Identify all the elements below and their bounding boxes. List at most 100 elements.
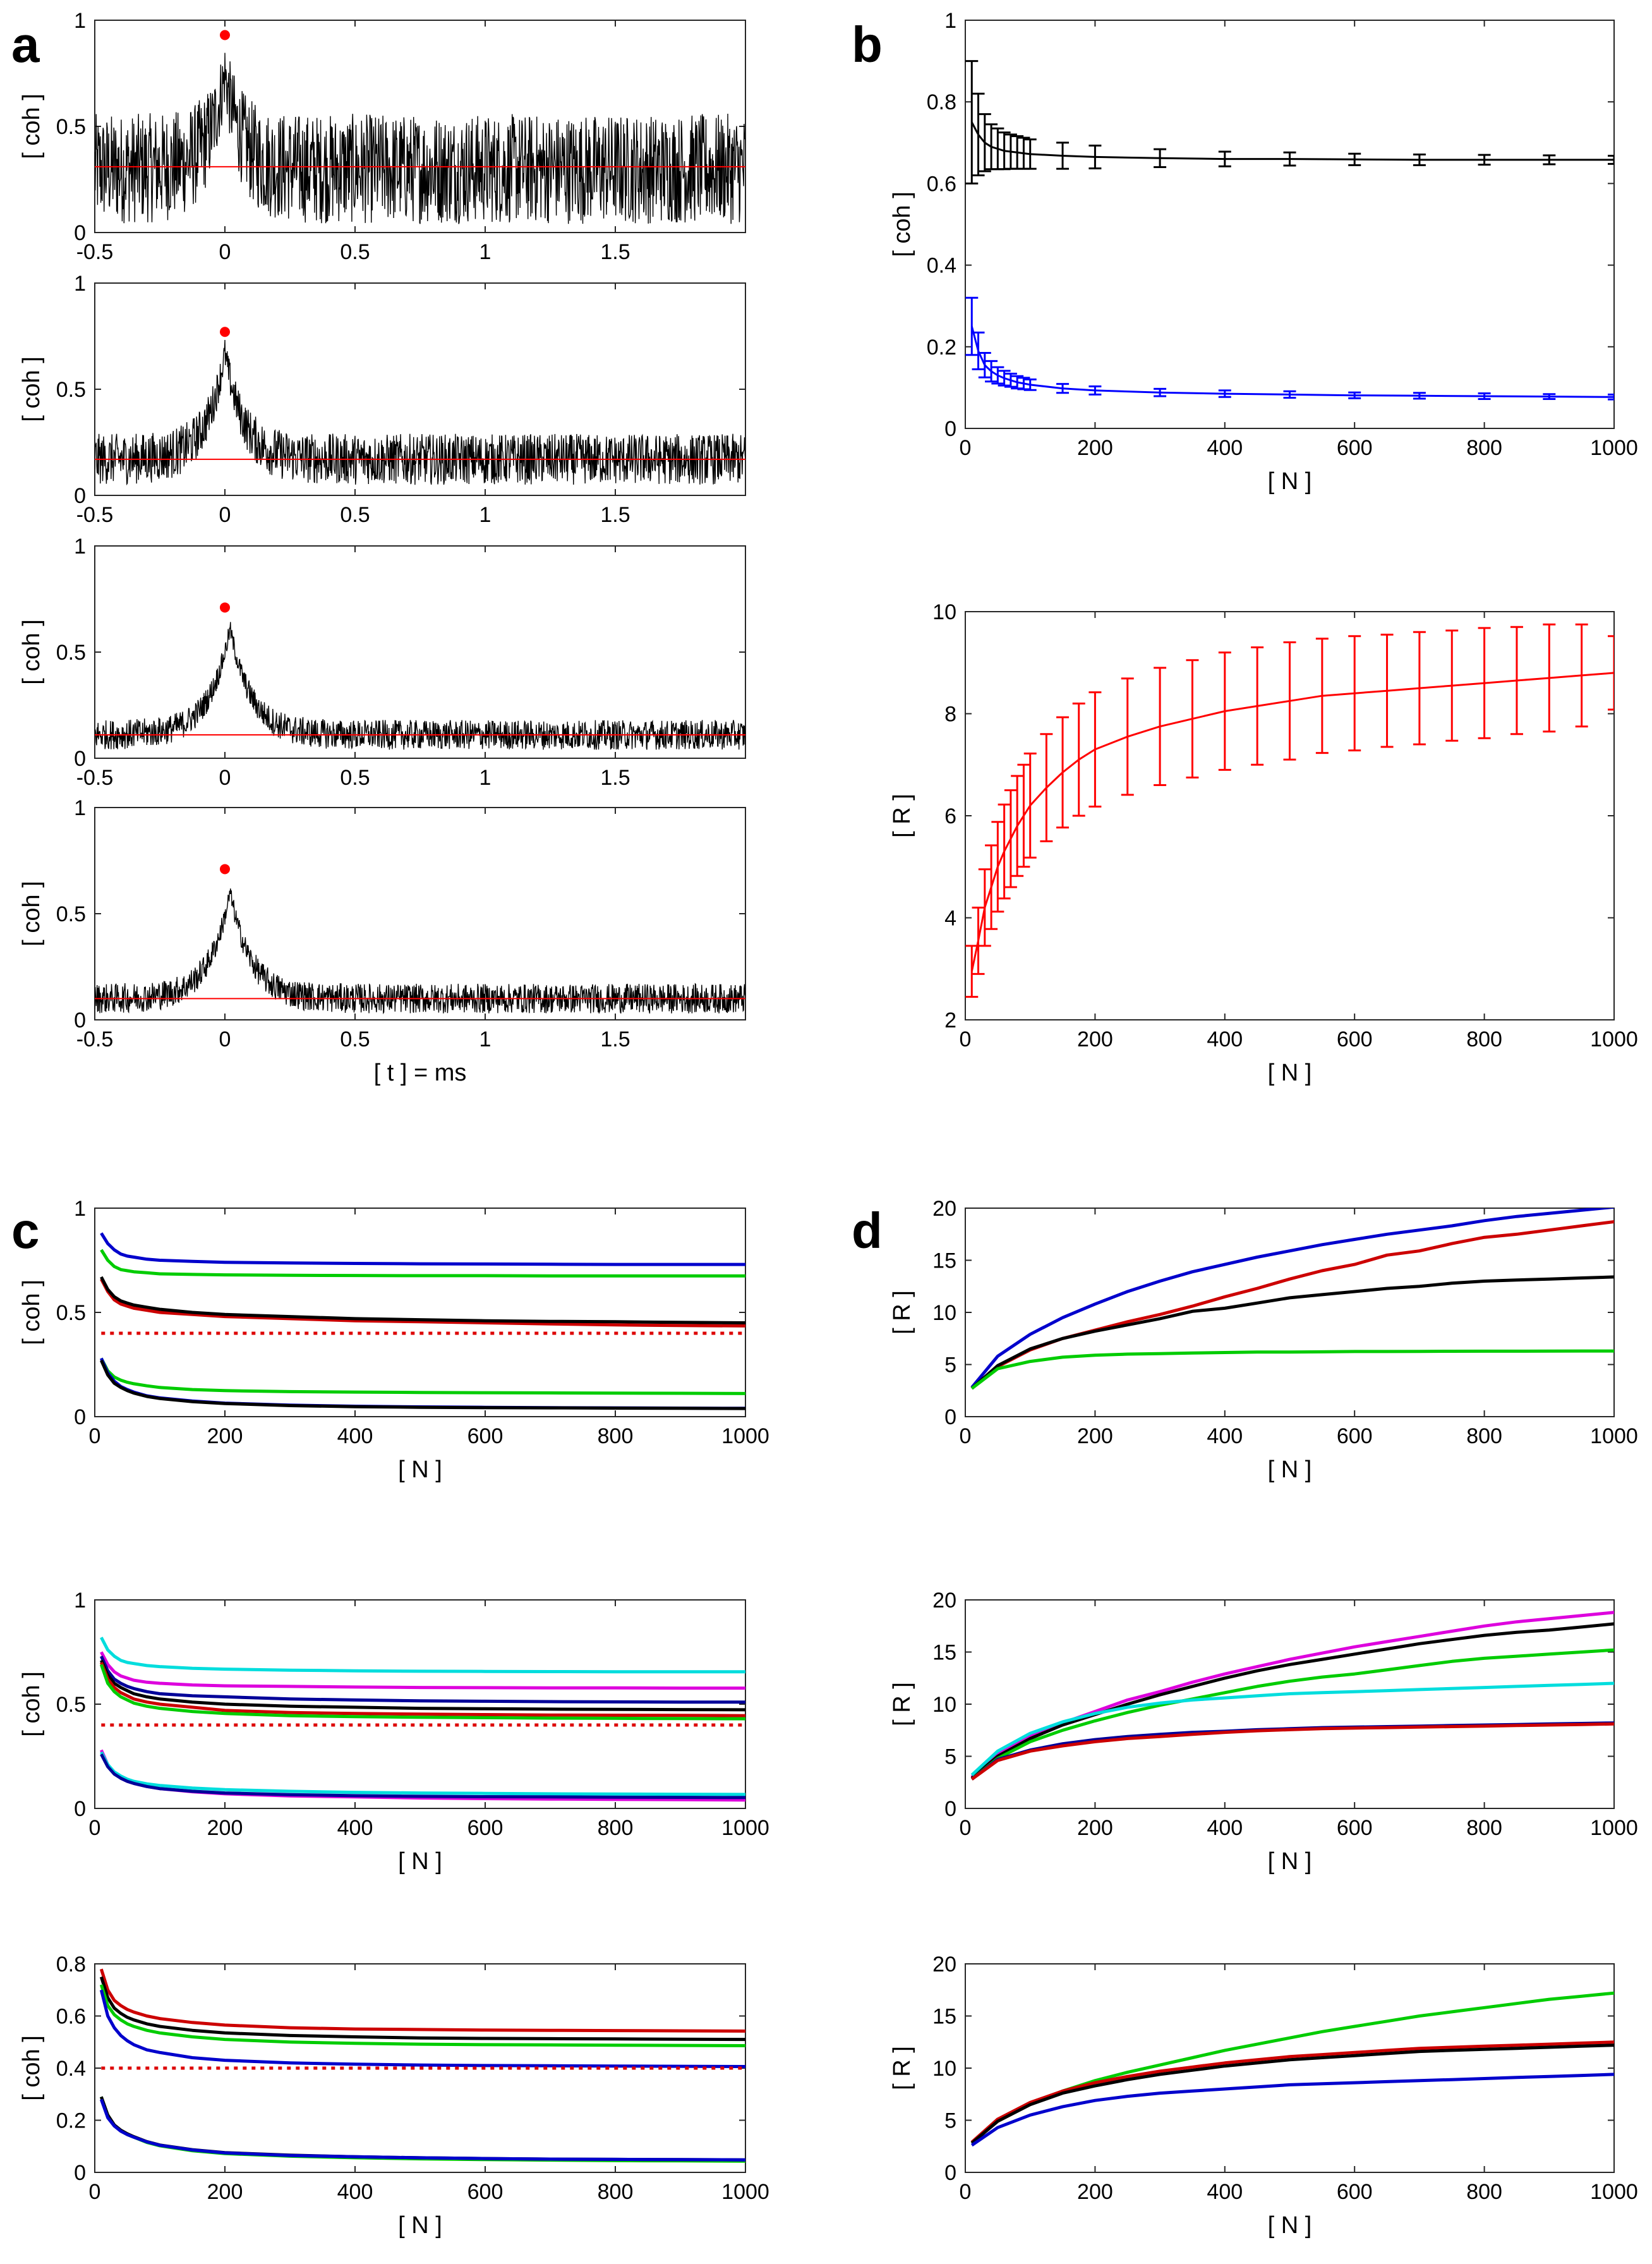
y-tick-label: 15 [932,2005,956,2029]
x-tick-label: 400 [337,1816,373,1840]
axes-frame [965,20,1615,429]
x-tick-label: 1.5 [600,240,630,264]
y-tick-label: 10 [932,1301,956,1325]
x-tick-label: 400 [1207,1027,1243,1051]
x-tick-label: 0 [960,436,972,460]
series-blue-signal [99,1989,745,2068]
x-tick-label: 200 [207,1424,243,1448]
plot-area [970,1208,1614,1390]
panel-label-a: a [11,16,40,73]
x-tick-label: 200 [207,2180,243,2204]
x-tick-label: 1000 [721,1816,769,1840]
x-tick-label: 1000 [1590,1816,1638,1840]
x-tick-label: 600 [467,1816,503,1840]
chart-d3: 0 200 400 600 800 1000 0 5 10 15 20 [ N ] [ R ] [889,1952,1638,2239]
plot-area [99,1968,745,2163]
x-tick-label: 200 [1077,1816,1113,1840]
plot-area [970,1991,1614,2147]
y-tick-label: 0 [74,1008,86,1032]
plot-area [95,339,745,486]
y-tick-label: 0.5 [56,378,86,402]
series-coherence-trace [95,888,745,1015]
y-tick-label: 1 [74,1197,86,1221]
series-signal [970,121,1614,161]
x-tick-label: -0.5 [76,240,114,264]
series-red-signal [99,1662,745,1717]
y-axis-label: [ R ] [889,2046,915,2090]
y-axis-label: [ R ] [889,1682,915,1726]
x-tick-label: 200 [1077,2180,1113,2204]
y-tick-label: 10 [932,1693,956,1717]
series-coherence-trace [95,622,745,750]
x-tick-label: 0 [219,766,231,790]
series-navy-signal [100,1656,745,1704]
x-axis-label: [ N ] [398,1456,442,1483]
plot-area [95,888,745,1015]
x-tick-label: 800 [1466,1027,1502,1051]
y-tick-label: 0.5 [56,115,86,139]
series-red [970,1722,1614,1781]
x-axis-label: [ N ] [1268,2212,1312,2239]
y-tick-label: 1 [74,535,86,559]
y-tick-label: 1 [74,796,86,820]
x-tick-label: 600 [1337,1424,1373,1448]
x-tick-label: 0 [219,1027,231,1051]
x-tick-label: 1000 [1590,1424,1638,1448]
x-tick-label: 1 [479,503,491,527]
y-tick-label: 0.2 [927,336,956,360]
x-tick-label: 1.5 [600,1027,630,1051]
x-tick-label: 800 [598,1816,634,1840]
x-tick-label: 0 [89,1816,101,1840]
peak-marker [220,30,230,40]
y-axis-label: [ coh ] [18,1671,45,1737]
x-tick-label: 600 [1337,2180,1373,2204]
panel-label-d: d [852,1202,883,1259]
plot-area [965,60,1614,401]
chart-b2: 0 200 400 600 800 1000 2 4 6 8 10 [ N ] [ R ] [889,600,1638,1086]
series-green-signal [99,1984,745,2047]
y-axis-label: [ coh ] [889,191,915,257]
y-axis-label: [ coh ] [18,1280,45,1345]
x-axis-label: [ N ] [1268,1848,1312,1875]
x-axis-label: [ N ] [1268,1456,1312,1483]
x-tick-label: 600 [467,2180,503,2204]
series-black [970,1275,1614,1390]
x-axis-label: [ N ] [1268,468,1312,495]
y-tick-label: 4 [944,907,956,931]
series-blue [970,1208,1614,1389]
y-tick-label: 20 [932,1589,956,1613]
series-red [970,2040,1614,2144]
series-cyan-signal [100,1637,745,1674]
x-tick-label: 400 [1207,2180,1243,2204]
series-coherence-trace [95,52,745,224]
y-tick-label: 6 [944,804,956,828]
x-tick-label: 600 [1337,436,1373,460]
x-tick-label: 0 [960,1816,972,1840]
x-tick-label: 0 [219,503,231,527]
y-tick-label: 1 [74,1589,86,1613]
x-tick-label: 200 [1077,436,1113,460]
x-tick-label: 0 [89,1424,101,1448]
x-tick-label: 0.5 [340,240,370,264]
x-tick-label: 400 [1207,436,1243,460]
y-tick-label: 0.5 [56,1301,86,1325]
x-axis-label: [ t ] = ms [374,1060,467,1086]
y-axis-label: [ coh ] [18,94,45,159]
y-tick-label: 0.2 [56,2109,86,2133]
x-tick-label: 1 [479,766,491,790]
x-tick-label: 1000 [1590,2180,1638,2204]
panel-label-b: b [852,16,883,73]
x-tick-label: 400 [337,2180,373,2204]
axes-frame [965,1208,1615,1417]
x-tick-label: 0 [960,2180,972,2204]
x-tick-label: 1.5 [600,766,630,790]
y-tick-label: 0 [74,484,86,508]
y-tick-label: 5 [944,1353,956,1377]
x-tick-label: -0.5 [76,503,114,527]
series-black [970,2043,1614,2145]
y-tick-label: 1 [74,272,86,296]
y-tick-label: 2 [944,1008,956,1032]
y-tick-label: 0.8 [927,90,956,114]
y-axis-label: [ coh ] [18,2035,45,2101]
y-tick-label: 0.4 [927,254,956,278]
